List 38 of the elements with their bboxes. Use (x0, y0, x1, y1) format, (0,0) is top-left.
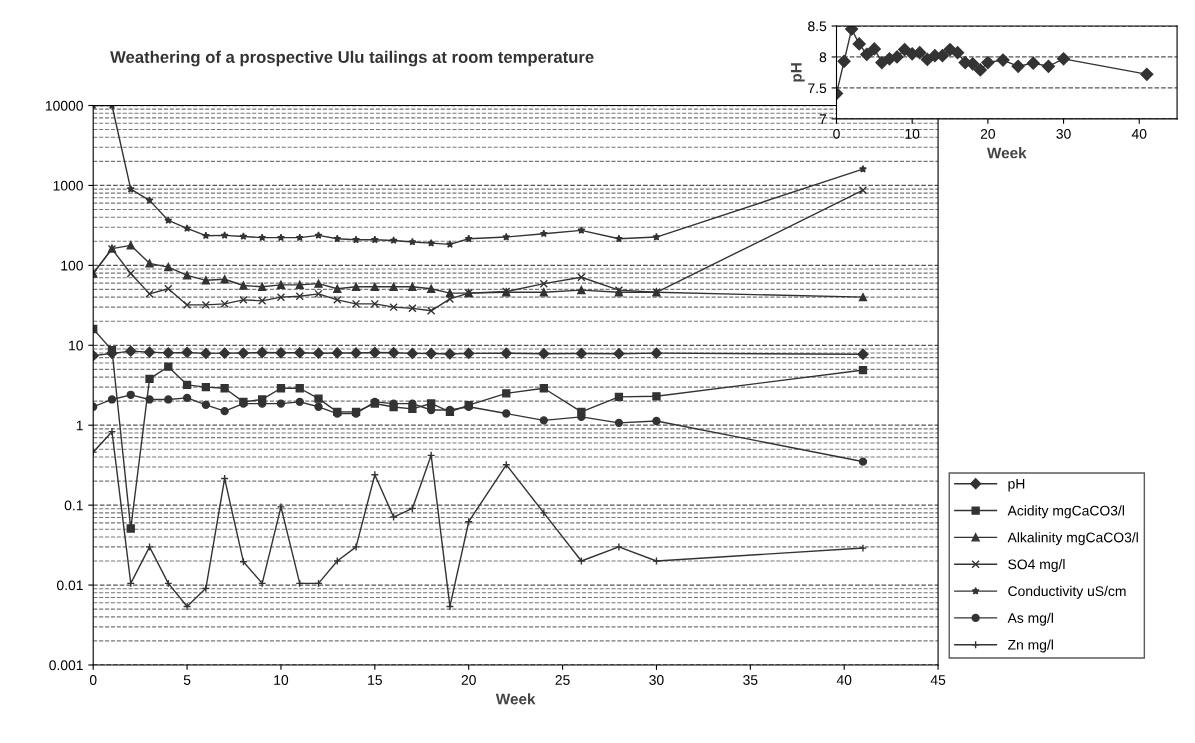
legend-label: pH (1008, 479, 1025, 492)
legend-label: Zn mg/l (1008, 639, 1053, 653)
y-tick-label: 0.1 (64, 500, 83, 511)
y-tick-label: 7 (819, 114, 827, 124)
y-tick-label: 0.001 (49, 660, 83, 671)
x-tick-label: 25 (555, 675, 570, 685)
x-tick-label: 15 (368, 675, 382, 685)
y-tick-label: 10 (69, 340, 83, 351)
legend-label: SO4 mg/l (1008, 559, 1065, 572)
x-tick-label: 20 (461, 675, 476, 685)
x-tick-label: 0 (833, 128, 840, 139)
x-tick-label: 10 (274, 675, 289, 685)
y-tick-label: 10000 (45, 100, 83, 111)
x-tick-label: 30 (1056, 128, 1071, 139)
legend-label: Conductivity uS/cm (1008, 585, 1126, 599)
y-tick-label: 0.01 (57, 580, 83, 591)
x-tick-label: 20 (980, 128, 996, 139)
x-axis-title: Week (986, 147, 1027, 159)
y-tick-label: 1 (76, 420, 83, 431)
x-tick-label: 35 (743, 675, 758, 685)
y-tick-label: 7.5 (808, 83, 827, 94)
legend-label: Alkalinity mgCaCO3/l (1007, 532, 1138, 546)
legend-label: Acidity mgCaCO3/l (1007, 505, 1124, 519)
y-tick-label: 8 (819, 52, 827, 63)
y-axis-title: pH (791, 63, 805, 82)
x-tick-label: 10 (905, 128, 920, 139)
x-tick-label: 45 (930, 675, 946, 685)
y-tick-label: 1000 (53, 180, 83, 191)
y-tick-label: 100 (61, 260, 83, 271)
x-tick-label: 40 (1131, 128, 1147, 139)
x-axis-title: Week (495, 693, 536, 705)
x-tick-label: 0 (89, 675, 97, 685)
x-tick-label: 30 (649, 675, 664, 685)
x-tick-label: 5 (183, 675, 191, 685)
legend-label: As mg/l (1007, 612, 1053, 626)
chart-title: Weathering of a prospective Ulu tailings at room temperature (110, 50, 594, 67)
x-tick-label: 40 (836, 675, 852, 685)
y-tick-label: 8.5 (808, 21, 827, 32)
